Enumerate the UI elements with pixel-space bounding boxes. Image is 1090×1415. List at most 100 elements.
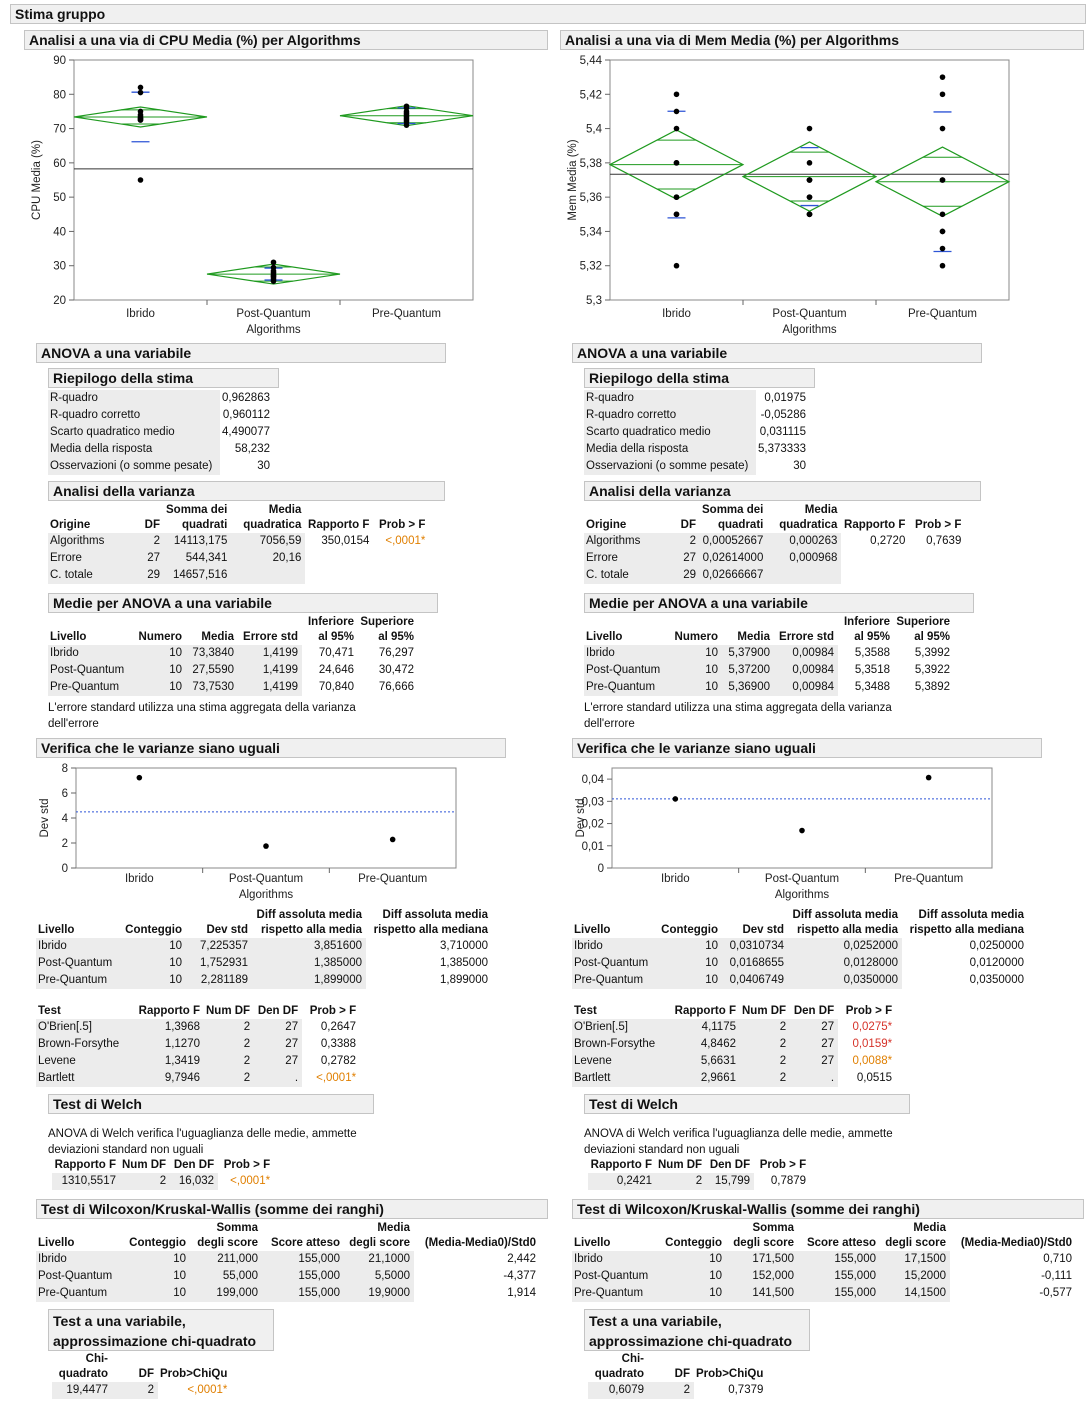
column-header-text: Livello: [574, 924, 611, 936]
right-wilcoxon-header[interactable]: Test di Wilcoxon/Kruskal-Wallis (somme d…: [572, 1199, 1084, 1219]
column-header-text: Somma dei: [702, 504, 764, 516]
table-cell: 5,3992: [914, 647, 950, 659]
left-means-header[interactable]: Medie per ANOVA a una variabile: [48, 593, 438, 613]
left-variance-header[interactable]: Verifica che le varianze siano uguali: [36, 738, 506, 758]
right-chi-header[interactable]: Test a una variabile, approssimazione chi…: [584, 1309, 810, 1351]
table-cell: Post-Quantum: [572, 1268, 662, 1285]
y-tick-label: 5,4: [586, 124, 603, 136]
table-cell: 211,000: [190, 1251, 262, 1268]
right-anova-table-header[interactable]: Analisi della varianza: [584, 481, 981, 501]
column-header: Num DF: [740, 1004, 790, 1019]
table-cell: 0,00984: [774, 662, 838, 679]
table-cell: 30: [793, 460, 806, 472]
column-header-text: Dev std: [742, 924, 784, 936]
right-welch-table: Rapporto F Num DF Den DF Prob > F 0,2421 2 15,…: [588, 1158, 810, 1190]
table-row: Scarto quadratico medio 0,031115: [584, 424, 810, 441]
column-header: Num DF: [120, 1158, 170, 1173]
table-cell: <,0001*: [316, 1072, 357, 1084]
column-header: Test: [572, 1004, 662, 1019]
table-cell: Post-Quantum: [36, 1268, 126, 1285]
x-axis-label: Algorithms: [246, 324, 301, 336]
column-header-text: Inferiore: [843, 616, 890, 628]
table-cell: 10: [132, 645, 186, 662]
table-cell: 27,5590: [186, 662, 238, 679]
column-header: Num DF: [204, 1004, 254, 1019]
x-tick-label: Post-Quantum: [229, 873, 303, 885]
left-welch-header[interactable]: Test di Welch: [48, 1094, 374, 1114]
table-cell: 2,442: [507, 1253, 536, 1265]
right-anova-header[interactable]: ANOVA a una variabile: [572, 343, 982, 363]
column-header: Prob > F: [373, 503, 429, 533]
column-header: DF: [650, 503, 700, 533]
y-tick-label: 5,38: [580, 158, 602, 170]
column-header: Conteggio: [656, 908, 722, 938]
table-header-row: Livello Conteggio Somma degli score Score at…: [572, 1221, 1076, 1251]
table-cell: 17,1500: [880, 1251, 950, 1268]
data-point: [806, 125, 813, 132]
table-cell: 27: [254, 1036, 303, 1053]
column-header-text: rispetto alla media: [261, 924, 362, 936]
column-header-text: Superiore: [360, 616, 414, 628]
x-tick-label: Pre-Quantum: [894, 873, 963, 885]
table-row: R-quadro corretto 0,960112: [48, 407, 274, 424]
left-anova-header[interactable]: ANOVA a una variabile: [36, 343, 446, 363]
data-point: [939, 211, 946, 218]
table-cell: 0,00984: [774, 645, 838, 662]
table-row: Bartlett 2,9661 2. 0,0515: [572, 1070, 896, 1087]
table-cell: 10: [126, 1251, 190, 1268]
table-cell: 10: [126, 1285, 190, 1302]
y-tick-label: 0,03: [582, 796, 604, 808]
y-tick-label: 5,44: [580, 55, 603, 67]
table-cell: 2,281189: [186, 972, 252, 989]
right-means-header[interactable]: Medie per ANOVA a una variabile: [584, 593, 974, 613]
table-row: Levene 5,6631 2 27 0,0088*: [572, 1053, 896, 1070]
table-cell: 10: [668, 679, 722, 696]
data-point: [403, 122, 410, 128]
data-point: [939, 74, 946, 80]
table-cell: Levene: [36, 1053, 126, 1070]
column-header: Livello: [48, 615, 132, 645]
right-fit-header[interactable]: Riepilogo della stima: [584, 368, 815, 388]
left-plot-title[interactable]: Analisi a una via di CPU Media (%) per A…: [24, 30, 548, 50]
column-header: Den DF: [254, 1004, 302, 1019]
table-cell: 1,914: [507, 1287, 536, 1299]
sd-point: [925, 774, 932, 781]
table-cell: Ibrido: [36, 938, 120, 955]
left-anova-table-header[interactable]: Analisi della varianza: [48, 481, 445, 501]
table-cell: -4,377: [503, 1270, 536, 1282]
column-header-text: Errore std: [243, 631, 298, 643]
table-cell: R-quadro: [584, 390, 756, 407]
table-cell: -0,577: [1039, 1287, 1072, 1299]
table-header-row: Rapporto F Num DF Den DF Prob > F: [588, 1158, 810, 1173]
table-cell: 2: [204, 1053, 255, 1070]
column-header-text: Livello: [38, 1237, 75, 1249]
left-wilcoxon-header[interactable]: Test di Wilcoxon/Kruskal-Wallis (somme d…: [36, 1199, 548, 1219]
left-fit-header[interactable]: Riepilogo della stima: [48, 368, 279, 388]
data-point: [939, 125, 946, 132]
table-cell: 1,752931: [186, 955, 252, 972]
y-tick-label: 0: [598, 863, 604, 875]
table-cell: 171,500: [726, 1251, 798, 1268]
x-tick-label: Pre-Quantum: [908, 308, 977, 320]
column-header: Somma degli score: [190, 1221, 262, 1251]
table-cell: C. totale: [584, 567, 650, 584]
column-header: Livello: [36, 908, 120, 938]
column-header: Conteggio: [662, 1221, 726, 1251]
column-header-text: al 95%: [854, 631, 890, 643]
table-cell: 2: [740, 1070, 791, 1087]
table-cell: 10: [656, 972, 722, 989]
column-header: Origine: [584, 503, 650, 533]
left-chi-header[interactable]: Test a una variabile, approssimazione chi…: [48, 1309, 274, 1351]
table-cell: 10: [132, 662, 186, 679]
table-cell: 155,000: [262, 1268, 344, 1285]
table-cell: 10: [668, 662, 722, 679]
column-header-text: Num DF: [742, 1005, 787, 1017]
table-header-row: Origine DF Somma dei quadrati Media quadratic…: [584, 503, 965, 533]
column-header: Media quadratica: [231, 503, 305, 533]
report-title[interactable]: Stima gruppo: [10, 4, 1086, 24]
right-variance-header[interactable]: Verifica che le varianze siano uguali: [572, 738, 1042, 758]
table-header-row: Origine DF Somma dei quadrati Media quadratic…: [48, 503, 429, 533]
right-plot-title[interactable]: Analisi a una via di Mem Media (%) per A…: [560, 30, 1084, 50]
column-header-text: Rapporto F: [308, 519, 370, 531]
right-welch-header[interactable]: Test di Welch: [584, 1094, 910, 1114]
